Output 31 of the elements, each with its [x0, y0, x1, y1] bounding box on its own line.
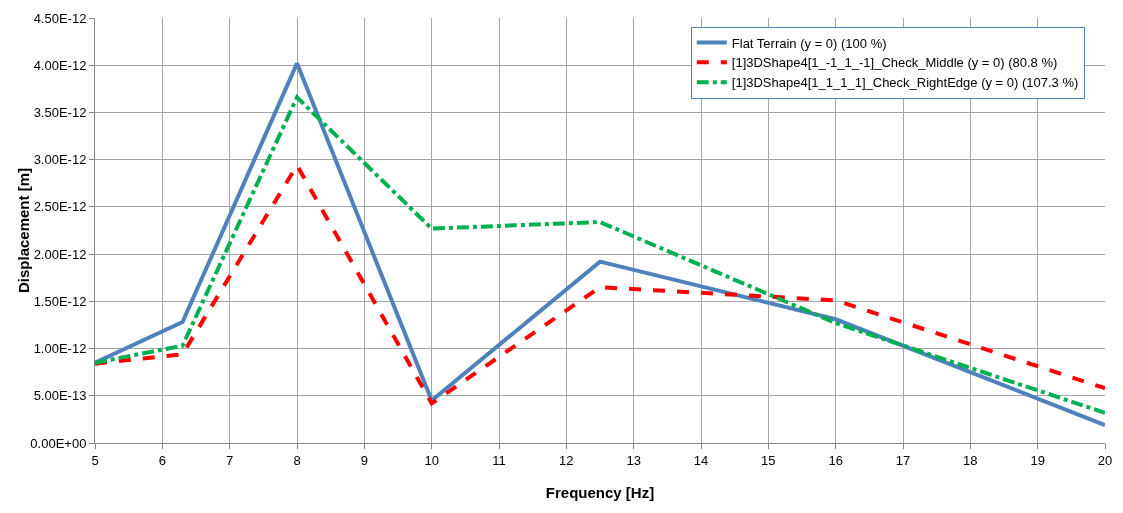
y-tick-label: 2.50E-12 [33, 199, 87, 215]
x-tick-label: 7 [226, 452, 234, 468]
x-tick-label: 8 [293, 452, 301, 468]
y-tick-label: 5.00E-13 [33, 388, 87, 404]
x-tick-label: 17 [895, 452, 911, 468]
y-tick-label: 1.50E-12 [33, 293, 87, 309]
legend-label: Flat Terrain (y = 0) (100 %) [731, 35, 887, 51]
x-tick-label: 19 [1030, 452, 1045, 468]
x-tick-label: 15 [761, 452, 776, 468]
x-tick-label: 10 [424, 452, 439, 468]
y-tick-label: 2.00E-12 [33, 246, 87, 262]
y-tick-label: 4.50E-12 [33, 10, 87, 26]
x-tick-label: 11 [492, 452, 506, 468]
y-tick-label: 1.00E-12 [33, 341, 87, 357]
x-axis-title: Frequency [Hz] [545, 484, 655, 501]
x-tick-label: 14 [693, 452, 709, 468]
x-tick-label: 12 [559, 452, 574, 468]
x-tick-label: 18 [963, 452, 978, 468]
y-tick-label: 4.00E-12 [33, 57, 87, 73]
x-tick-label: 20 [1097, 452, 1113, 468]
y-tick-label: 3.00E-12 [33, 152, 87, 168]
x-tick-label: 6 [158, 452, 166, 468]
y-axis-title: Displacement [m] [14, 167, 32, 294]
x-tick-label: 5 [91, 452, 99, 468]
y-tick-label: 0.00E+00 [30, 435, 87, 451]
x-tick-label: 13 [626, 452, 641, 468]
y-tick-label: 3.50E-12 [33, 104, 87, 120]
legend-label: [1]3DShape4[1_-1_1_-1]_Check_Middle (y = 0) (80.8 %) [731, 55, 1058, 71]
legend-label: [1]3DShape4[1_1_1_1]_Check_RightEdge (y = 0) (107.3 %) [731, 75, 1079, 91]
x-tick-label: 16 [828, 452, 843, 468]
x-tick-label: 9 [360, 452, 368, 468]
